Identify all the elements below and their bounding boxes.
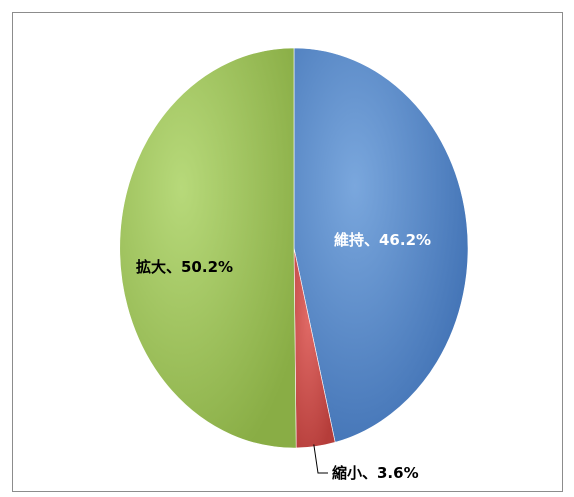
- leader-line-shrink: [313, 444, 328, 474]
- pie-slices: [119, 47, 469, 449]
- slice-label-expand: 拡大、50.2%: [136, 258, 233, 276]
- slice-label-shrink: 縮小、3.6%: [332, 464, 419, 482]
- slice-label-maintain: 維持、46.2%: [334, 231, 431, 249]
- pie-slice-maintain: [293, 47, 469, 443]
- slice-labels: 維持、46.2% 縮小、3.6% 拡大、50.2%: [136, 231, 431, 482]
- pie-slice-expand: [119, 47, 297, 449]
- leader-lines: [313, 444, 328, 474]
